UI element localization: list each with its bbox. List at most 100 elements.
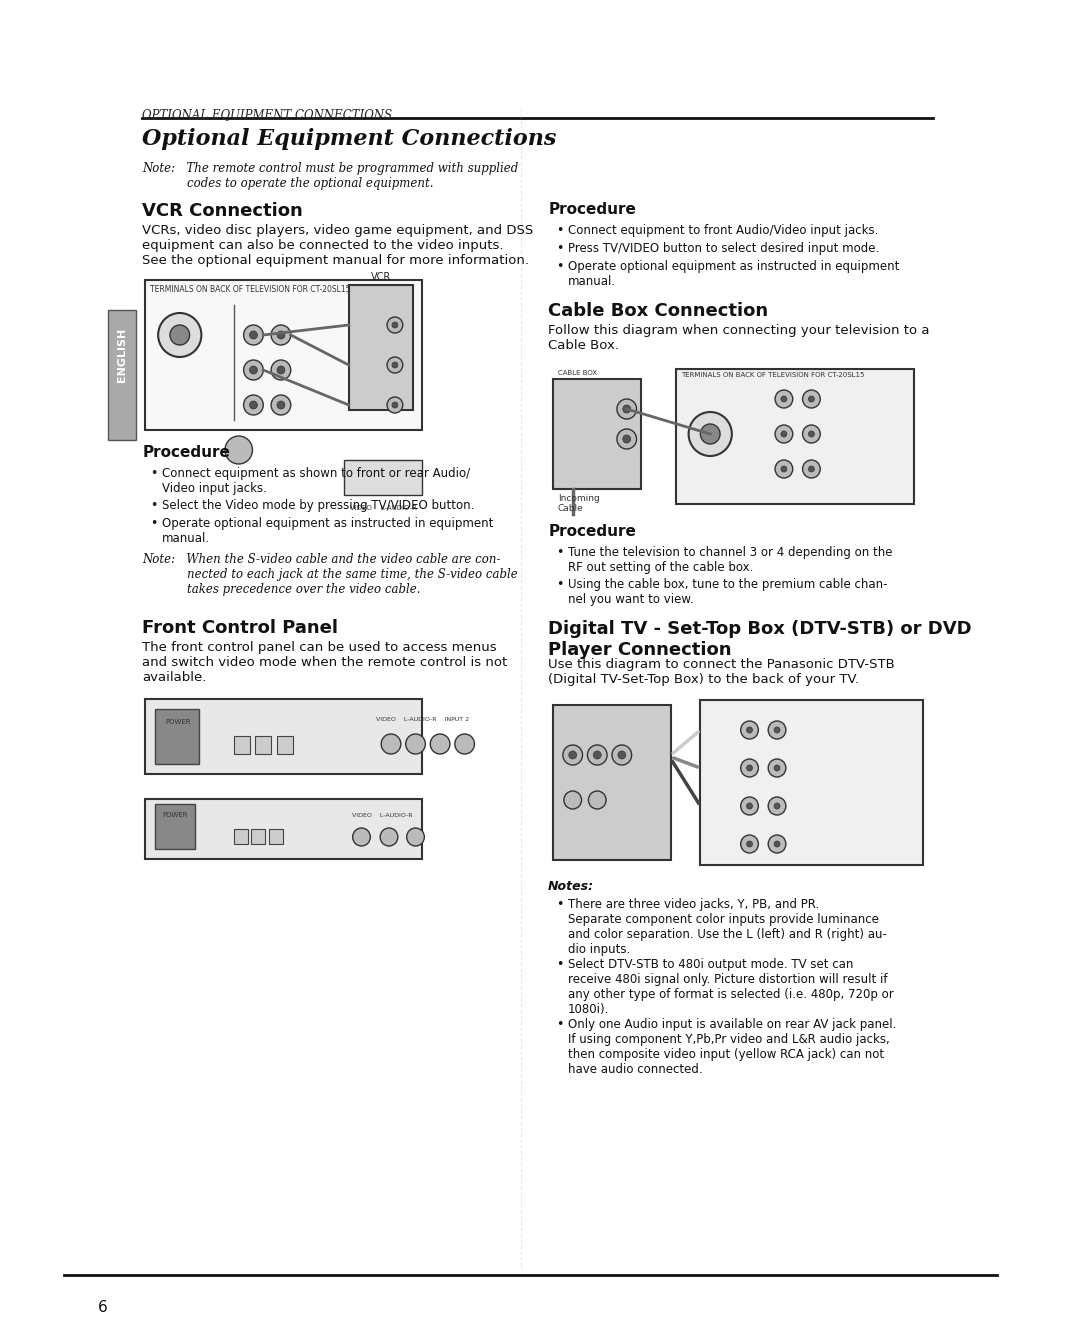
Text: Notes:: Notes: bbox=[549, 880, 594, 892]
Circle shape bbox=[623, 435, 631, 443]
Circle shape bbox=[809, 396, 814, 401]
Text: Tune the television to channel 3 or 4 depending on the
RF out setting of the cab: Tune the television to channel 3 or 4 de… bbox=[568, 546, 892, 574]
Circle shape bbox=[746, 765, 753, 771]
Text: Using the cable box, tune to the premium cable chan-
nel you want to view.: Using the cable box, tune to the premium… bbox=[568, 578, 888, 606]
FancyBboxPatch shape bbox=[233, 736, 249, 755]
FancyBboxPatch shape bbox=[252, 830, 266, 844]
Circle shape bbox=[768, 759, 786, 777]
Text: Operate optional equipment as instructed in equipment
manual.: Operate optional equipment as instructed… bbox=[568, 260, 900, 288]
Circle shape bbox=[569, 751, 577, 759]
Text: Front Control Panel: Front Control Panel bbox=[143, 619, 338, 637]
Circle shape bbox=[170, 325, 190, 345]
FancyBboxPatch shape bbox=[276, 736, 293, 755]
Circle shape bbox=[387, 397, 403, 413]
FancyBboxPatch shape bbox=[146, 799, 422, 859]
Circle shape bbox=[593, 751, 602, 759]
FancyBboxPatch shape bbox=[233, 830, 247, 844]
Circle shape bbox=[802, 460, 820, 478]
Text: Note:   The remote control must be programmed with supplied
            codes to: Note: The remote control must be program… bbox=[143, 162, 518, 190]
Text: Optional Equipment Connections: Optional Equipment Connections bbox=[143, 128, 557, 150]
Circle shape bbox=[802, 425, 820, 443]
FancyBboxPatch shape bbox=[269, 830, 283, 844]
FancyBboxPatch shape bbox=[156, 709, 200, 764]
Text: •: • bbox=[556, 958, 564, 971]
FancyBboxPatch shape bbox=[553, 379, 642, 488]
Text: •: • bbox=[556, 898, 564, 911]
Circle shape bbox=[809, 431, 814, 438]
Text: VIDEO    L-AUDIO-R: VIDEO L-AUDIO-R bbox=[350, 504, 417, 511]
FancyBboxPatch shape bbox=[349, 285, 413, 409]
Circle shape bbox=[768, 721, 786, 739]
Circle shape bbox=[387, 317, 403, 333]
Circle shape bbox=[768, 835, 786, 854]
Circle shape bbox=[399, 471, 407, 479]
Circle shape bbox=[393, 466, 413, 484]
FancyBboxPatch shape bbox=[701, 700, 923, 864]
Text: •: • bbox=[556, 1018, 564, 1032]
Text: TERMINALS ON BACK OF TELEVISION FOR CT-20SL15: TERMINALS ON BACK OF TELEVISION FOR CT-2… bbox=[150, 285, 351, 294]
Circle shape bbox=[774, 765, 780, 771]
Circle shape bbox=[271, 360, 291, 380]
Circle shape bbox=[225, 436, 253, 464]
FancyBboxPatch shape bbox=[146, 280, 422, 429]
Text: Incoming
Cable: Incoming Cable bbox=[558, 494, 599, 514]
FancyBboxPatch shape bbox=[255, 736, 271, 755]
Circle shape bbox=[564, 791, 581, 809]
Circle shape bbox=[379, 471, 387, 479]
Circle shape bbox=[387, 357, 403, 373]
Circle shape bbox=[741, 759, 758, 777]
Circle shape bbox=[589, 791, 606, 809]
Circle shape bbox=[374, 466, 393, 484]
Circle shape bbox=[455, 735, 474, 755]
Text: Follow this diagram when connecting your television to a
Cable Box.: Follow this diagram when connecting your… bbox=[549, 324, 930, 352]
Circle shape bbox=[407, 828, 424, 846]
Circle shape bbox=[276, 367, 285, 375]
Circle shape bbox=[802, 389, 820, 408]
Circle shape bbox=[689, 412, 732, 456]
Text: Digital TV - Set-Top Box (DTV-STB) or DVD
Player Connection: Digital TV - Set-Top Box (DTV-STB) or DV… bbox=[549, 619, 972, 658]
Circle shape bbox=[430, 735, 450, 755]
Circle shape bbox=[781, 466, 787, 472]
Text: Operate optional equipment as instructed in equipment
manual.: Operate optional equipment as instructed… bbox=[162, 516, 494, 545]
Text: Only one Audio input is available on rear AV jack panel.
If using component Y,Pb: Only one Audio input is available on rea… bbox=[568, 1018, 896, 1076]
FancyBboxPatch shape bbox=[343, 460, 422, 495]
FancyBboxPatch shape bbox=[108, 310, 136, 440]
Text: Use this diagram to connect the Panasonic DTV-STB
(Digital TV-Set-Top Box) to th: Use this diagram to connect the Panasoni… bbox=[549, 658, 895, 686]
Circle shape bbox=[360, 471, 367, 479]
Text: Note:   When the S-video cable and the video cable are con-
            nected t: Note: When the S-video cable and the vid… bbox=[143, 553, 518, 595]
Circle shape bbox=[774, 842, 780, 847]
Circle shape bbox=[617, 399, 636, 419]
Circle shape bbox=[768, 797, 786, 815]
Text: •: • bbox=[556, 260, 564, 273]
Circle shape bbox=[775, 389, 793, 408]
Text: TERMINALS ON BACK OF TELEVISION FOR CT-20SL15: TERMINALS ON BACK OF TELEVISION FOR CT-2… bbox=[680, 372, 864, 379]
Circle shape bbox=[244, 360, 264, 380]
Text: Select the Video mode by pressing TV/VIDEO button.: Select the Video mode by pressing TV/VID… bbox=[162, 499, 474, 512]
Circle shape bbox=[406, 735, 426, 755]
Circle shape bbox=[701, 424, 720, 444]
Circle shape bbox=[563, 745, 582, 765]
Circle shape bbox=[775, 460, 793, 478]
Circle shape bbox=[618, 751, 625, 759]
Circle shape bbox=[623, 405, 631, 413]
Circle shape bbox=[746, 842, 753, 847]
Text: VIDEO    L-AUDIO-R    INPUT 2: VIDEO L-AUDIO-R INPUT 2 bbox=[376, 717, 470, 723]
Text: •: • bbox=[556, 578, 564, 591]
Circle shape bbox=[617, 429, 636, 450]
Circle shape bbox=[249, 367, 257, 375]
Text: Procedure: Procedure bbox=[549, 202, 636, 217]
Text: •: • bbox=[150, 516, 158, 530]
Text: •: • bbox=[556, 223, 564, 237]
Text: VCRs, video disc players, video game equipment, and DSS
equipment can also be co: VCRs, video disc players, video game equ… bbox=[143, 223, 534, 268]
Text: There are three video jacks, Y, PB, and PR.
Separate component color inputs prov: There are three video jacks, Y, PB, and … bbox=[568, 898, 887, 955]
Text: Press TV/VIDEO button to select desired input mode.: Press TV/VIDEO button to select desired … bbox=[568, 242, 879, 256]
Circle shape bbox=[158, 313, 201, 357]
FancyBboxPatch shape bbox=[156, 804, 194, 850]
Circle shape bbox=[809, 466, 814, 472]
Text: Cable Box Connection: Cable Box Connection bbox=[549, 302, 768, 320]
Text: POWER: POWER bbox=[162, 812, 188, 818]
Circle shape bbox=[774, 727, 780, 733]
Circle shape bbox=[775, 425, 793, 443]
Circle shape bbox=[276, 401, 285, 409]
Text: The front control panel can be used to access menus
and switch video mode when t: The front control panel can be used to a… bbox=[143, 641, 508, 684]
